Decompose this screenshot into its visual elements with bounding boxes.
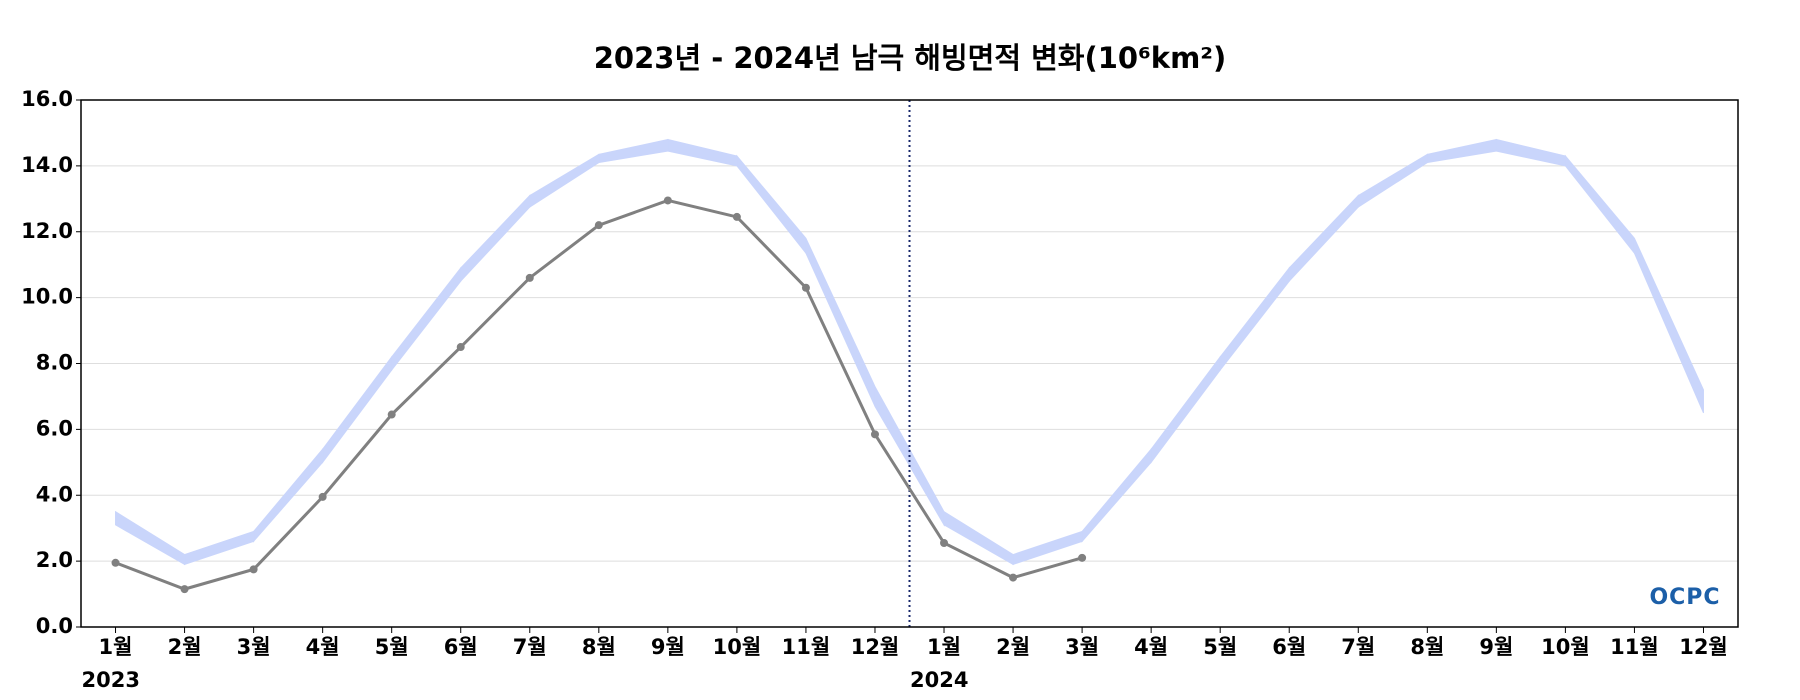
x-tick-label: 6월 [1272, 635, 1306, 659]
y-tick-label: 16.0 [21, 87, 73, 111]
x-tick-label: 9월 [651, 635, 685, 659]
y-tick-label: 12.0 [21, 219, 73, 243]
range-band [460, 194, 531, 283]
y-tick-label: 8.0 [36, 351, 73, 375]
logo: OCPC [1649, 585, 1720, 610]
range-band [598, 138, 669, 164]
data-point [180, 585, 189, 594]
year-label: 2024 [910, 668, 968, 692]
data-point [594, 221, 603, 230]
y-tick-label: 2.0 [36, 548, 73, 572]
range-band [1633, 238, 1704, 414]
x-tick-label: 11월 [782, 635, 831, 659]
range-band [1495, 138, 1566, 167]
range-band [1288, 194, 1359, 283]
y-tick-label: 6.0 [36, 416, 73, 440]
x-tick-label: 7월 [1341, 635, 1375, 659]
range-band [667, 138, 738, 167]
chart-title: 2023년 - 2024년 남극 해빙면적 변화(10⁶km²) [594, 41, 1227, 75]
x-tick-label: 4월 [1134, 635, 1168, 659]
x-tick-label: 1월 [99, 635, 133, 659]
data-point [318, 492, 327, 501]
data-point [249, 565, 258, 574]
x-tick-label: 7월 [513, 635, 547, 659]
range-band [943, 510, 1014, 566]
x-tick-label: 8월 [1410, 635, 1444, 659]
year-label: 2023 [82, 668, 140, 692]
data-point [870, 430, 879, 439]
x-tick-label: 11월 [1610, 635, 1659, 659]
range-band [805, 238, 876, 407]
range-band [391, 266, 462, 372]
x-tick-label: 2월 [996, 635, 1030, 659]
y-tick-label: 4.0 [36, 482, 73, 506]
range-band [184, 530, 255, 566]
data-point [111, 558, 120, 567]
x-tick-label: 3월 [237, 635, 271, 659]
range-band [322, 355, 393, 464]
data-point [456, 343, 465, 352]
data-point [940, 539, 949, 548]
y-tick-label: 0.0 [36, 614, 73, 638]
y-tick-label: 10.0 [21, 285, 73, 309]
range-band [1564, 154, 1635, 255]
x-tick-label: 9월 [1479, 635, 1513, 659]
x-tick-label: 5월 [375, 635, 409, 659]
range-band [1219, 266, 1290, 372]
y-tick-label: 14.0 [21, 153, 73, 177]
x-tick-label: 12월 [1679, 635, 1728, 659]
data-point [1009, 573, 1018, 582]
x-tick-label: 6월 [444, 635, 478, 659]
x-tick-label: 10월 [713, 635, 762, 659]
x-tick-label: 1월 [927, 635, 961, 659]
x-tick-label: 12월 [851, 635, 900, 659]
data-point [663, 196, 672, 205]
data-point [1078, 553, 1087, 562]
data-point [801, 283, 810, 292]
range-band [115, 510, 186, 566]
range-band [529, 153, 600, 208]
plot-frame [80, 99, 1739, 628]
range-band [736, 154, 807, 255]
range-band [1150, 355, 1221, 464]
data-point [387, 410, 396, 419]
x-tick-label: 5월 [1203, 635, 1237, 659]
data-point [525, 273, 534, 282]
x-tick-label: 10월 [1541, 635, 1590, 659]
data-point [732, 212, 741, 221]
range-band [1357, 153, 1428, 208]
x-tick-label: 4월 [306, 635, 340, 659]
x-tick-label: 3월 [1065, 635, 1099, 659]
range-band [1426, 138, 1497, 164]
x-tick-label: 8월 [582, 635, 616, 659]
x-tick-label: 2월 [168, 635, 202, 659]
